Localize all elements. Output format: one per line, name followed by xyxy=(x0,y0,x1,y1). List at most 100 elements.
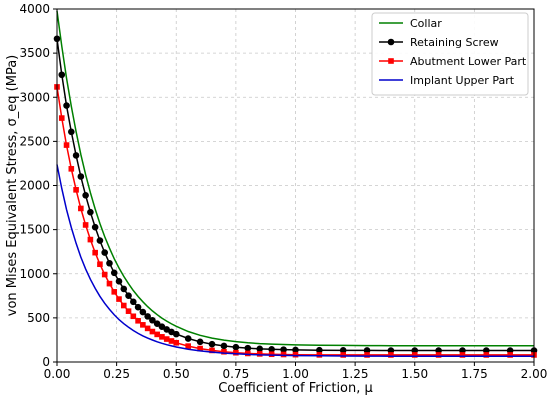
data-point-abutment-lower-part xyxy=(185,343,191,349)
legend-marker xyxy=(388,58,394,64)
x-axis-ticks: 0.00 0.25 0.50 0.75 1.00 1.25 1.50 1.75 2.00 xyxy=(44,362,548,381)
data-point-abutment-lower-part xyxy=(388,352,394,358)
data-point-retaining-screw xyxy=(292,346,299,354)
data-point-retaining-screw xyxy=(149,316,156,324)
data-point-retaining-screw xyxy=(134,303,142,311)
data-point-retaining-screw xyxy=(58,71,66,79)
legend-item: Collar xyxy=(379,17,442,30)
data-point-abutment-lower-part xyxy=(292,351,299,358)
data-point-abutment-lower-part xyxy=(106,280,113,287)
data-point-retaining-screw xyxy=(280,346,287,353)
data-point-abutment-lower-part xyxy=(173,339,180,346)
x-tick-label: 0.00 xyxy=(44,367,71,381)
data-point-abutment-lower-part xyxy=(149,328,156,335)
legend-label: Abutment Lower Part xyxy=(410,55,527,68)
data-point-retaining-screw xyxy=(87,208,94,216)
data-point-abutment-lower-part xyxy=(280,351,287,358)
y-axis-ticks: 0 500 1000 1500 2000 2500 3000 3500 4000 xyxy=(19,2,57,369)
data-point-abutment-lower-part xyxy=(340,352,346,358)
data-point-retaining-screw xyxy=(139,308,147,316)
data-point-retaining-screw xyxy=(244,344,252,352)
data-point-retaining-screw xyxy=(110,269,118,277)
series-layer xyxy=(53,10,538,358)
data-point-abutment-lower-part xyxy=(97,261,103,268)
data-point-abutment-lower-part xyxy=(209,347,215,354)
legend-label: Collar xyxy=(410,17,442,30)
data-point-retaining-screw xyxy=(82,191,89,199)
x-tick-label: 2.00 xyxy=(521,367,548,381)
data-point-retaining-screw xyxy=(101,249,108,256)
data-point-retaining-screw xyxy=(339,347,347,354)
y-tick-label: 2500 xyxy=(19,134,50,148)
data-point-retaining-screw xyxy=(172,330,180,338)
data-point-abutment-lower-part xyxy=(256,351,263,357)
data-point-abutment-lower-part xyxy=(82,222,89,228)
data-point-retaining-screw xyxy=(63,102,70,109)
data-point-abutment-lower-part xyxy=(435,352,442,358)
data-point-abutment-lower-part xyxy=(125,308,132,314)
data-point-retaining-screw xyxy=(256,345,264,353)
data-point-retaining-screw xyxy=(363,347,371,354)
legend-marker xyxy=(387,38,395,46)
data-point-abutment-lower-part xyxy=(101,271,108,278)
data-point-abutment-lower-part xyxy=(140,322,146,328)
data-point-abutment-lower-part xyxy=(58,115,65,121)
y-tick-label: 3500 xyxy=(19,46,50,60)
data-point-retaining-screw xyxy=(125,292,132,300)
data-point-retaining-screw xyxy=(144,313,151,320)
data-point-abutment-lower-part xyxy=(459,352,466,358)
data-point-abutment-lower-part xyxy=(116,296,122,302)
data-point-abutment-lower-part xyxy=(197,345,203,352)
y-tick-label: 500 xyxy=(27,311,50,325)
data-point-abutment-lower-part xyxy=(135,317,141,324)
data-point-retaining-screw xyxy=(106,259,113,267)
x-tick-label: 0.25 xyxy=(103,367,130,381)
data-point-abutment-lower-part xyxy=(221,348,227,355)
data-point-retaining-screw xyxy=(115,278,123,285)
data-point-retaining-screw xyxy=(232,343,240,351)
data-point-abutment-lower-part xyxy=(92,249,98,256)
data-point-retaining-screw xyxy=(96,237,104,244)
data-point-abutment-lower-part xyxy=(316,352,323,358)
series-line-collar xyxy=(56,10,534,347)
data-point-retaining-screw xyxy=(91,223,99,231)
data-point-abutment-lower-part xyxy=(87,236,94,243)
data-point-abutment-lower-part xyxy=(233,349,239,356)
data-point-abutment-lower-part xyxy=(411,352,418,358)
data-point-abutment-lower-part xyxy=(245,350,251,357)
y-tick-label: 3000 xyxy=(19,90,50,104)
y-axis-label: von Mises Equivalent Stress, σ_eq (MPa) xyxy=(5,55,20,317)
data-point-retaining-screw xyxy=(196,338,204,346)
data-point-retaining-screw xyxy=(316,346,323,354)
y-tick-label: 1000 xyxy=(19,267,50,281)
data-point-retaining-screw xyxy=(208,340,216,348)
data-point-abutment-lower-part xyxy=(144,325,151,332)
data-point-abutment-lower-part xyxy=(120,302,127,309)
data-point-abutment-lower-part xyxy=(111,289,118,295)
data-point-abutment-lower-part xyxy=(78,205,84,212)
data-point-retaining-screw xyxy=(158,323,166,331)
y-tick-label: 1500 xyxy=(19,223,50,237)
data-point-abutment-lower-part xyxy=(163,336,170,342)
x-tick-label: 1.75 xyxy=(461,367,488,381)
data-point-abutment-lower-part xyxy=(159,334,165,340)
data-point-retaining-screw xyxy=(220,342,228,350)
data-point-retaining-screw xyxy=(68,128,75,136)
data-point-retaining-screw xyxy=(130,298,137,306)
data-point-abutment-lower-part xyxy=(364,352,370,358)
data-point-retaining-screw xyxy=(120,285,128,293)
legend-item: Retaining Screw xyxy=(379,36,499,49)
data-point-retaining-screw xyxy=(268,345,275,353)
data-point-abutment-lower-part xyxy=(63,142,70,148)
y-tick-label: 2000 xyxy=(19,179,50,193)
legend-label: Retaining Screw xyxy=(410,36,499,49)
legend-item: Abutment Lower Part xyxy=(379,55,527,68)
x-tick-label: 1.50 xyxy=(401,367,428,381)
data-point-abutment-lower-part xyxy=(507,352,513,358)
data-point-abutment-lower-part xyxy=(130,313,137,320)
data-point-abutment-lower-part xyxy=(68,166,75,172)
series-line-implant-upper-part xyxy=(56,164,534,357)
y-tick-label: 0 xyxy=(42,355,50,369)
legend-label: Implant Upper Part xyxy=(410,74,515,87)
